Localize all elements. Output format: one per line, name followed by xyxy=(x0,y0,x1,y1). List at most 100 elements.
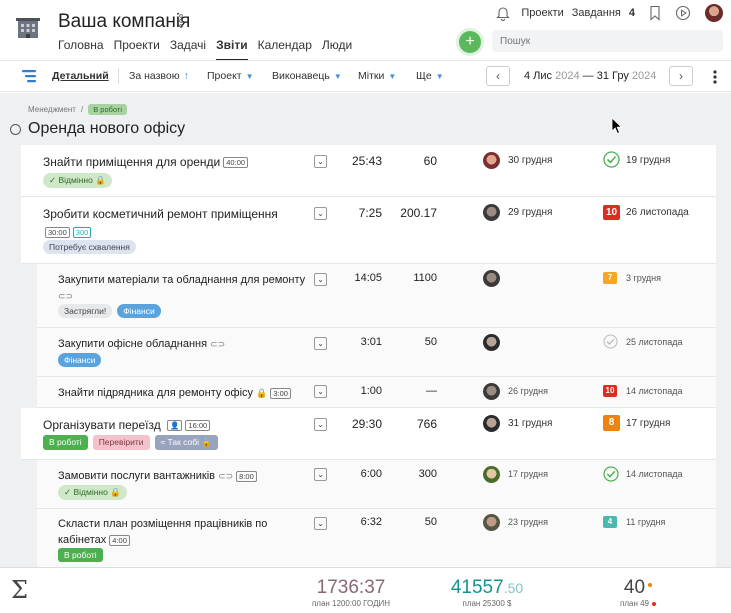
task-time: 1:00 xyxy=(360,385,382,397)
task-name[interactable]: Зробити косметичний ремонт приміщення xyxy=(43,206,278,222)
assignee-filter[interactable]: Виконавець ▼ xyxy=(272,70,342,82)
date-range[interactable]: 4 Лис 2024 — 31 Гру 2024 xyxy=(524,70,656,82)
task-value: 50 xyxy=(424,516,437,528)
nav-reports[interactable]: Звіти xyxy=(216,38,248,61)
task-row[interactable]: Зробити косметичний ремонт приміщення 30… xyxy=(21,197,716,264)
project-filter[interactable]: Проект ▼ xyxy=(207,70,254,82)
task-row[interactable]: Організувати переїзд 👤 16:00 В роботі Пер… xyxy=(21,408,716,460)
task-name[interactable]: Замовити послуги вантажників ⊂⊃ 8:00 xyxy=(58,468,257,484)
date-start-year: 2024 xyxy=(555,70,580,82)
attachment-icon: ⊂⊃ xyxy=(58,291,74,301)
tasks-count[interactable]: 4 xyxy=(628,7,635,19)
breadcrumb-parent[interactable]: Менеджмент xyxy=(28,105,76,114)
tag-in-progress[interactable]: В роботі xyxy=(58,548,103,562)
row-dropdown[interactable]: ⌄ xyxy=(314,337,327,350)
project-filter-label: Проект xyxy=(207,70,242,82)
tag-stuck[interactable]: Застрягли! xyxy=(58,304,113,318)
row-dropdown[interactable]: ⌄ xyxy=(314,207,327,220)
chevron-down-icon: ▼ xyxy=(333,72,342,81)
subtask-row[interactable]: Закупити офісне обладнання ⊂⊃ Фінанси ⌄ … xyxy=(37,328,716,377)
assignee-avatar[interactable] xyxy=(483,466,500,483)
projects-link[interactable]: Проекти xyxy=(521,7,564,19)
done-check-icon[interactable] xyxy=(603,151,620,168)
nav-tasks[interactable]: Задачі xyxy=(169,38,207,52)
nav-projects[interactable]: Проекти xyxy=(113,38,160,52)
assign-date: 23 грудня xyxy=(508,517,548,527)
task-name[interactable]: Знайти приміщення для оренди 40:00 xyxy=(43,154,249,170)
assign-date: 17 грудня xyxy=(508,469,548,479)
task-name[interactable]: Закупити матеріали та обладнання для рем… xyxy=(58,272,318,304)
nav-calendar[interactable]: Календар xyxy=(257,38,312,52)
project-complete-toggle[interactable] xyxy=(10,123,21,135)
tasks-link[interactable]: Завдання xyxy=(571,7,621,19)
tag-needs-approval[interactable]: Потребує схвалення xyxy=(43,240,136,254)
done-check-icon[interactable] xyxy=(603,334,618,349)
assignee-avatar[interactable] xyxy=(483,514,500,531)
assignee-avatar[interactable] xyxy=(483,204,500,221)
tags-filter[interactable]: Мітки ▼ xyxy=(358,70,396,82)
attachment-icon: ⊂⊃ xyxy=(210,339,226,349)
row-dropdown[interactable]: ⌄ xyxy=(314,385,327,398)
assignee-avatar[interactable] xyxy=(483,334,500,351)
task-time: 29:30 xyxy=(351,417,382,431)
assign-date: 26 грудня xyxy=(508,386,548,396)
row-dropdown[interactable]: ⌄ xyxy=(314,418,327,431)
sort-arrow-icon: ↑ xyxy=(183,70,189,82)
subtask-row[interactable]: Закупити матеріали та обладнання для рем… xyxy=(37,264,716,328)
tag-in-progress[interactable]: В роботі xyxy=(43,435,88,450)
due-date: 11 грудня xyxy=(626,517,666,527)
project-title-text[interactable]: Оренда нового офісу xyxy=(28,120,186,137)
bookmark-icon[interactable] xyxy=(649,5,661,21)
task-row[interactable]: Знайти приміщення для оренди 40:00 ✓ Відм… xyxy=(21,145,716,197)
assignee-avatar[interactable] xyxy=(483,152,500,169)
task-value: 1100 xyxy=(413,272,437,284)
tag-so-so[interactable]: ≈ Так собі 🔒 xyxy=(154,435,218,450)
due-days-badge: 7 xyxy=(603,272,617,284)
task-title-line2: кабінетах xyxy=(58,534,107,546)
date-next-button[interactable]: › xyxy=(669,66,693,86)
assignee-avatar[interactable] xyxy=(483,415,500,432)
sort-label: За назвою xyxy=(129,70,180,82)
company-logo-icon[interactable] xyxy=(16,16,40,40)
company-name[interactable]: Ваша компанія xyxy=(58,11,191,32)
tag-finance[interactable]: Фінанси xyxy=(117,304,161,318)
subtask-row[interactable]: Скласти план розміщення працівників по ка… xyxy=(37,509,716,567)
task-name[interactable]: Скласти план розміщення працівників по ка… xyxy=(58,516,308,548)
tag-finance[interactable]: Фінанси xyxy=(58,353,102,367)
report-type-icon[interactable] xyxy=(22,69,38,83)
subtask-row[interactable]: Знайти підрядника для ремонту офісу 🔒 3:0… xyxy=(37,377,716,408)
tag-review[interactable]: Перевірити xyxy=(92,435,150,450)
done-check-icon[interactable] xyxy=(603,466,619,482)
bell-icon[interactable] xyxy=(495,5,511,21)
subtask-row[interactable]: Замовити послуги вантажників ⊂⊃ 8:00 ✓ Ві… xyxy=(37,460,716,509)
detailed-view-button[interactable]: Детальний xyxy=(52,70,109,82)
row-dropdown[interactable]: ⌄ xyxy=(314,273,327,286)
tag-excellent[interactable]: ✓ Відмінно 🔒 xyxy=(43,173,112,188)
due-date: 17 грудня xyxy=(626,418,671,429)
search-input[interactable] xyxy=(492,30,723,52)
budget-badge: 300 xyxy=(72,227,92,239)
task-name[interactable]: Знайти підрядника для ремонту офісу 🔒 3:0… xyxy=(58,385,291,401)
date-prev-button[interactable]: ‹ xyxy=(486,66,510,86)
row-dropdown[interactable]: ⌄ xyxy=(314,517,327,530)
nav-home[interactable]: Головна xyxy=(58,38,104,52)
task-name[interactable]: Закупити офісне обладнання ⊂⊃ xyxy=(58,336,225,352)
estimate-badge: 8:00 xyxy=(236,470,257,482)
more-filter[interactable]: Ще ▼ xyxy=(416,70,444,82)
more-vertical-icon[interactable] xyxy=(712,69,718,85)
tag-excellent[interactable]: ✓ Відмінно 🔒 xyxy=(58,485,127,500)
user-avatar[interactable] xyxy=(705,4,723,22)
add-button[interactable]: + xyxy=(459,31,481,53)
company-menu-icon[interactable] xyxy=(178,13,184,29)
assignee-avatar[interactable] xyxy=(483,383,500,400)
nav-people[interactable]: Люди xyxy=(321,38,353,52)
play-icon[interactable] xyxy=(675,5,691,21)
task-name[interactable]: Організувати переїзд 👤 16:00 xyxy=(43,417,211,433)
toolbar-divider xyxy=(118,68,119,84)
row-dropdown[interactable]: ⌄ xyxy=(314,468,327,481)
sort-by-name-button[interactable]: За назвою ↑ xyxy=(129,70,189,82)
chevron-down-icon: ▼ xyxy=(245,72,254,81)
main-nav: Головна Проекти Задачі Звіти Календар Лю… xyxy=(58,38,362,61)
row-dropdown[interactable]: ⌄ xyxy=(314,155,327,168)
assignee-avatar[interactable] xyxy=(483,270,500,287)
